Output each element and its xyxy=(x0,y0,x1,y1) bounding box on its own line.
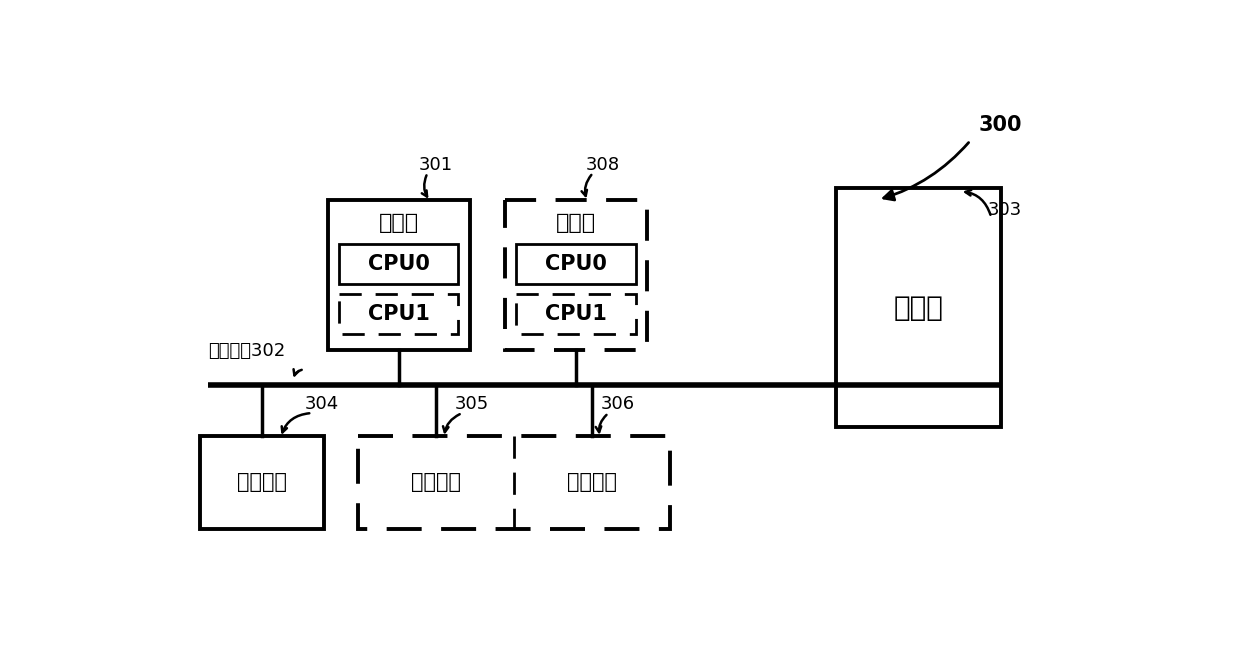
Bar xyxy=(516,293,635,334)
Bar xyxy=(505,200,647,350)
Text: 305: 305 xyxy=(455,395,489,413)
Bar xyxy=(516,245,635,285)
Bar xyxy=(836,188,1001,427)
Text: 308: 308 xyxy=(585,156,620,174)
Bar xyxy=(339,293,459,334)
Text: 301: 301 xyxy=(418,156,453,174)
Bar xyxy=(358,436,670,529)
Text: 输入设备: 输入设备 xyxy=(567,472,618,492)
Text: 输出设备: 输出设备 xyxy=(412,472,461,492)
Text: CPU1: CPU1 xyxy=(544,304,606,324)
Text: CPU1: CPU1 xyxy=(368,304,430,324)
Text: 通信接口: 通信接口 xyxy=(237,472,286,492)
Text: CPU0: CPU0 xyxy=(368,255,430,275)
Text: 304: 304 xyxy=(304,395,339,413)
Text: 存储器: 存储器 xyxy=(894,293,944,322)
Text: 306: 306 xyxy=(601,395,635,413)
Text: 处理器: 处理器 xyxy=(556,213,596,233)
Text: 300: 300 xyxy=(978,115,1022,135)
Text: 通信总线302: 通信总线302 xyxy=(208,342,285,360)
Text: CPU0: CPU0 xyxy=(544,255,606,275)
Text: 处理器: 处理器 xyxy=(378,213,419,233)
Bar xyxy=(201,436,324,529)
Bar xyxy=(327,200,470,350)
Text: 303: 303 xyxy=(988,201,1023,219)
Bar xyxy=(339,245,459,285)
